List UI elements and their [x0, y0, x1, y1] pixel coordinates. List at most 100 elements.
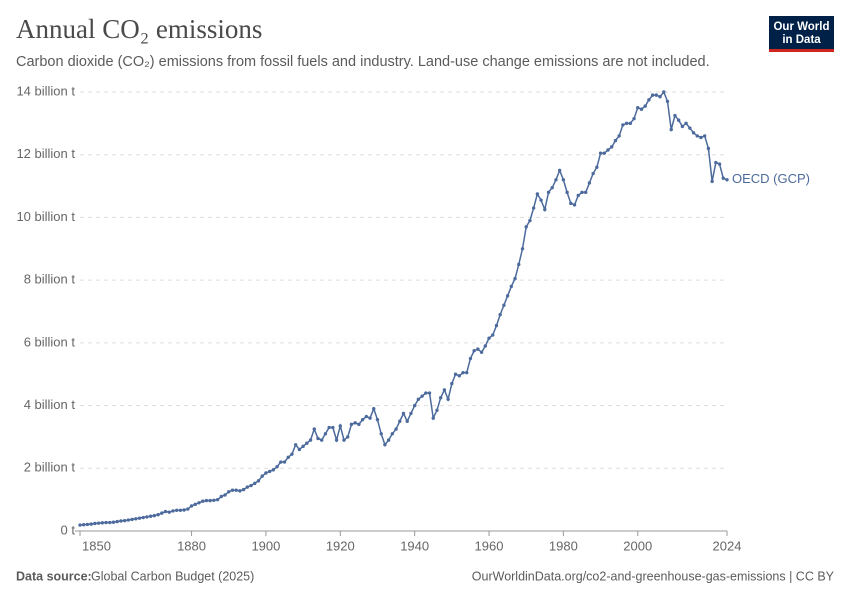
x-tick-label: 2000 — [623, 538, 652, 553]
point — [699, 135, 703, 140]
point — [528, 218, 532, 223]
point — [479, 350, 484, 354]
point — [197, 501, 201, 505]
point — [372, 407, 376, 411]
point — [524, 225, 528, 229]
point — [360, 417, 365, 422]
credit[interactable]: OurWorldinData.org/co2-and-greenhouse-ga… — [472, 569, 835, 583]
point — [535, 192, 540, 196]
x-tick-label: 2024 — [713, 538, 742, 553]
point — [230, 488, 235, 492]
point — [171, 509, 175, 513]
point — [721, 176, 725, 180]
point — [301, 444, 305, 449]
point — [119, 519, 123, 523]
point — [145, 515, 149, 519]
y-tick-label: 6 billion t — [24, 334, 76, 349]
x-tick-label: 1960 — [475, 538, 504, 553]
point — [714, 160, 718, 165]
chart-subtitle: Carbon dioxide (CO₂) emissions from foss… — [16, 54, 710, 70]
logo-bar — [769, 49, 834, 52]
point — [279, 460, 283, 464]
point — [375, 417, 380, 422]
point — [249, 483, 253, 488]
point — [260, 474, 264, 478]
point — [572, 203, 577, 207]
y-tick-label: 0 t — [61, 522, 76, 537]
point — [613, 138, 618, 143]
point — [156, 512, 160, 517]
point — [453, 372, 458, 376]
point — [331, 425, 335, 430]
point — [282, 460, 287, 464]
point — [78, 523, 82, 527]
point — [710, 179, 714, 184]
logo-text: Our World — [773, 21, 829, 33]
point — [546, 190, 551, 195]
point — [163, 509, 168, 514]
point — [264, 471, 268, 475]
point — [152, 513, 157, 518]
point — [665, 99, 670, 104]
point — [691, 131, 696, 135]
point — [688, 126, 692, 130]
point — [416, 397, 421, 401]
point — [85, 522, 90, 527]
point — [297, 447, 302, 452]
point — [702, 134, 707, 138]
point — [189, 504, 194, 508]
point — [543, 207, 547, 212]
point — [357, 422, 361, 427]
point — [186, 507, 190, 511]
series-label: OECD (GCP) — [732, 171, 810, 186]
point — [450, 381, 454, 386]
y-tick-label: 10 billion t — [16, 209, 75, 224]
point — [628, 121, 633, 126]
point — [472, 348, 476, 353]
y-tick-label: 2 billion t — [24, 460, 76, 475]
point — [308, 438, 313, 442]
point — [554, 178, 558, 182]
point — [498, 312, 502, 317]
point — [431, 416, 435, 420]
y-tick-label: 4 billion t — [24, 397, 76, 412]
point — [647, 98, 651, 102]
point — [476, 347, 480, 351]
point — [494, 323, 499, 328]
point — [174, 508, 179, 513]
point — [725, 178, 729, 182]
point — [275, 465, 279, 469]
point — [624, 121, 629, 126]
point — [505, 294, 510, 298]
point — [201, 499, 205, 503]
point — [438, 396, 443, 400]
point — [338, 424, 342, 428]
point — [457, 374, 461, 378]
point — [561, 178, 566, 182]
point — [134, 517, 138, 521]
point — [401, 411, 406, 416]
y-tick-label: 12 billion t — [16, 146, 75, 161]
point — [178, 508, 183, 513]
point — [141, 515, 145, 520]
point — [420, 394, 424, 398]
point — [591, 171, 595, 176]
point — [606, 148, 610, 152]
point — [487, 336, 491, 340]
point — [595, 165, 599, 169]
point — [148, 514, 153, 518]
point — [93, 521, 97, 526]
point — [108, 520, 112, 525]
point — [293, 443, 298, 447]
point — [639, 107, 644, 111]
point — [680, 124, 685, 129]
logo[interactable]: Our World in Data — [769, 16, 834, 52]
point — [245, 485, 250, 489]
point — [223, 493, 227, 497]
point — [673, 113, 677, 118]
point — [253, 481, 257, 486]
point — [424, 391, 428, 395]
point — [342, 438, 346, 442]
point — [405, 419, 409, 423]
point — [446, 397, 450, 401]
